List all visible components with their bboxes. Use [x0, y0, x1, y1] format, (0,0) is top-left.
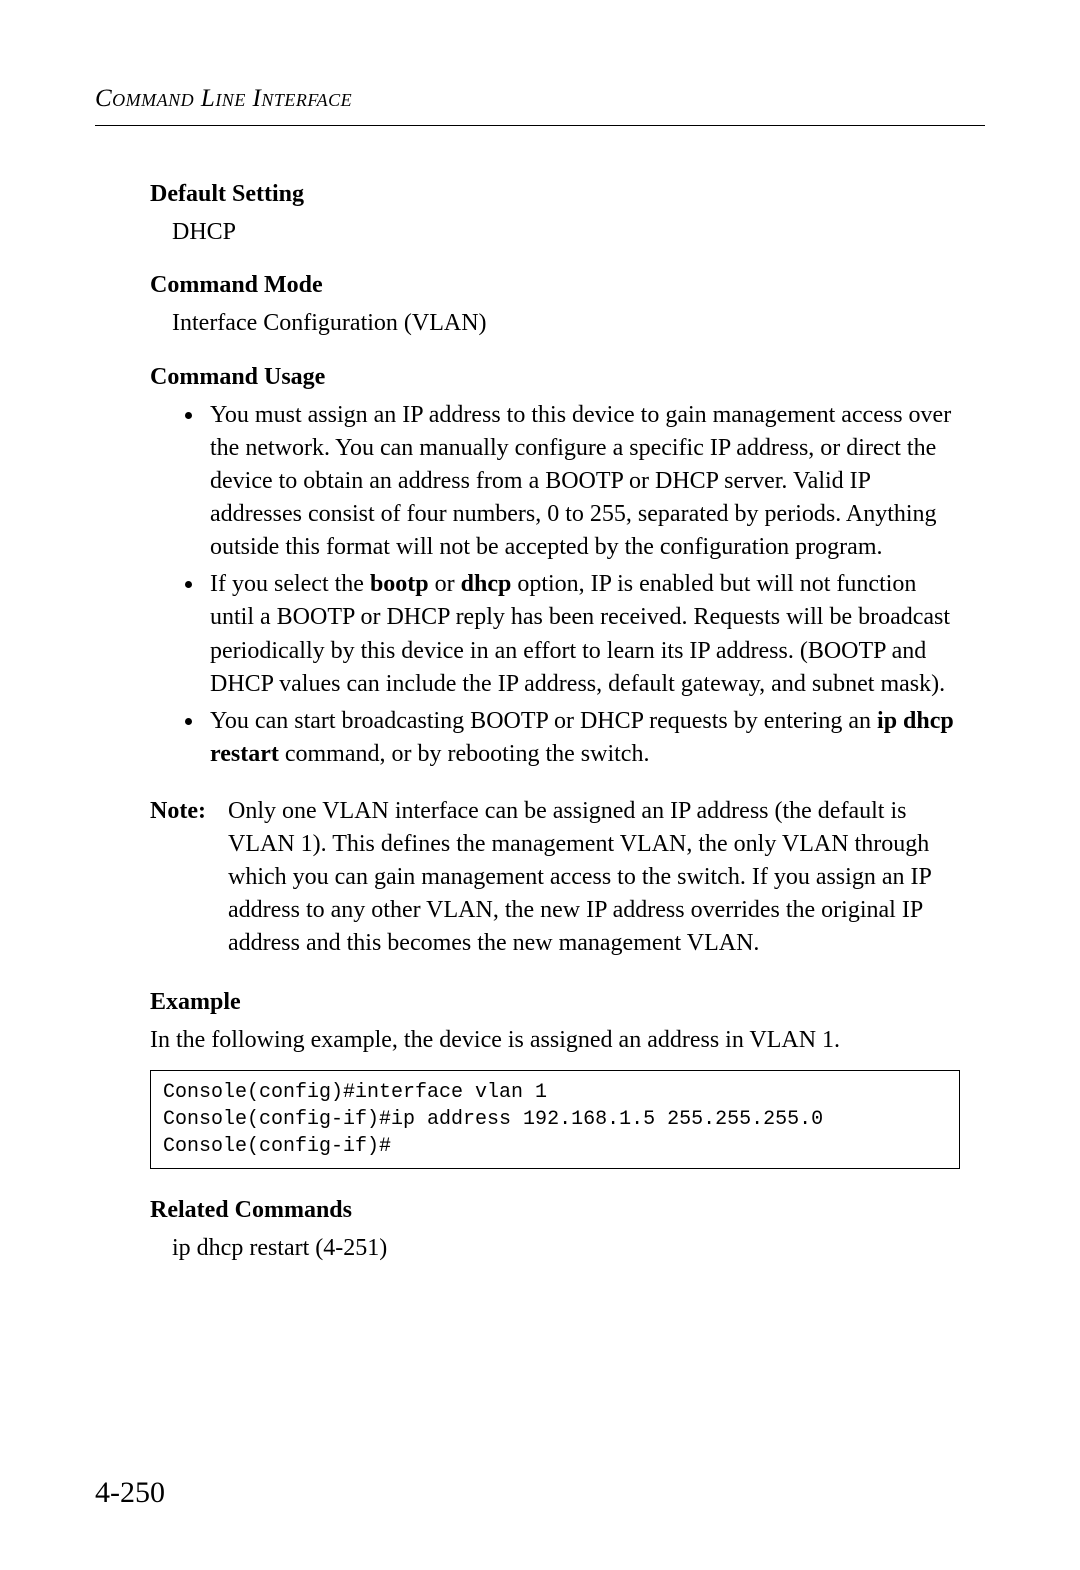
command-mode-heading: Command Mode: [150, 272, 960, 299]
page-number: 4-250: [95, 1476, 165, 1510]
usage-item-2: If you select the bootp or dhcp option, …: [205, 568, 960, 700]
page-header-title: Command Line Interface: [95, 85, 985, 113]
usage-item-3-pre: You can start broadcasting BOOTP or DHCP…: [210, 708, 877, 734]
header-rule: [95, 125, 985, 126]
default-setting-heading: Default Setting: [150, 181, 960, 208]
related-commands-body: ip dhcp restart (4-251): [172, 1232, 960, 1264]
usage-item-2-bold2: dhcp: [461, 571, 512, 597]
example-heading: Example: [150, 989, 960, 1016]
command-usage-heading: Command Usage: [150, 364, 960, 391]
usage-item-1: You must assign an IP address to this de…: [205, 399, 960, 565]
usage-item-2-bold1: bootp: [370, 571, 429, 597]
related-commands-heading: Related Commands: [150, 1197, 960, 1224]
note-text: Only one VLAN interface can be assigned …: [228, 795, 960, 961]
usage-item-3-post: command, or by rebooting the switch.: [279, 741, 650, 767]
usage-item-1-text: You must assign an IP address to this de…: [210, 402, 951, 560]
example-code-block: Console(config)#interface vlan 1 Console…: [150, 1070, 960, 1169]
usage-item-3: You can start broadcasting BOOTP or DHCP…: [205, 705, 960, 771]
note-block: Note: Only one VLAN interface can be ass…: [150, 795, 960, 961]
example-intro: In the following example, the device is …: [150, 1024, 960, 1056]
note-label: Note:: [150, 795, 228, 961]
usage-item-2-pre: If you select the: [210, 571, 370, 597]
default-setting-body: DHCP: [172, 216, 960, 248]
content-area: Default Setting DHCP Command Mode Interf…: [95, 181, 985, 1264]
command-usage-list: You must assign an IP address to this de…: [205, 399, 960, 771]
usage-item-2-mid: or: [429, 571, 461, 597]
command-mode-body: Interface Configuration (VLAN): [172, 307, 960, 339]
